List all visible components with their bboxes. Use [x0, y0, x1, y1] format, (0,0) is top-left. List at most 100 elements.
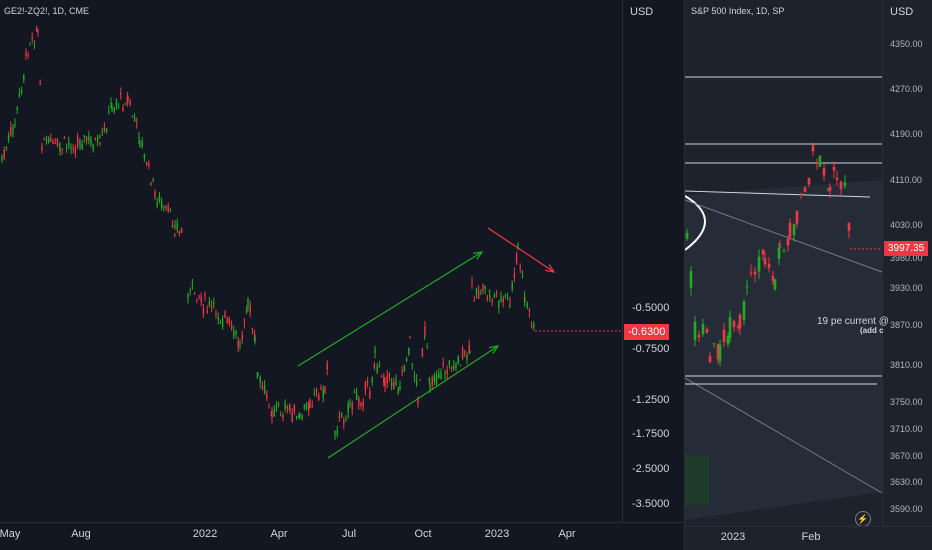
- left-candle: [61, 148, 63, 150]
- left-candle: [383, 377, 385, 384]
- left-candle: [92, 144, 94, 150]
- left-symbol-label[interactable]: GE2!-ZQ2!, 1D, CME: [4, 6, 90, 16]
- resistance-line: [685, 190, 871, 198]
- left-candle: [415, 379, 418, 385]
- left-candle: [506, 298, 509, 300]
- left-candle: [469, 351, 471, 353]
- left-candle: [528, 309, 531, 312]
- left-candle: [18, 93, 21, 97]
- left-candle: [96, 137, 99, 141]
- left-candle: [176, 223, 178, 230]
- left-candle: [484, 286, 486, 289]
- right-symbol-label[interactable]: S&P 500 Index, 1D, SP: [691, 6, 785, 16]
- right-y-tick: 3670.00: [890, 451, 923, 461]
- left-candle: [271, 410, 273, 418]
- left-candle: [369, 396, 371, 399]
- left-candle: [127, 96, 129, 101]
- left-candle: [489, 295, 491, 298]
- left-candle: [471, 282, 473, 284]
- right-candle: [689, 270, 693, 288]
- left-candle: [70, 146, 72, 149]
- right-y-tick: 3710.00: [890, 424, 923, 434]
- left-candle: [138, 136, 140, 139]
- left-candle: [413, 375, 416, 377]
- left-candle: [401, 371, 403, 373]
- right-candle: [757, 256, 761, 272]
- left-candle: [217, 317, 219, 320]
- left-candle: [275, 406, 278, 409]
- left-candle: [10, 127, 12, 137]
- left-candle: [322, 389, 324, 398]
- left-x-tick: 2023: [484, 528, 510, 540]
- right-candle: [701, 324, 705, 335]
- left-candle: [256, 376, 258, 378]
- left-candle: [411, 363, 413, 365]
- left-candle: [284, 403, 286, 409]
- left-candle: [224, 311, 226, 313]
- right-candle: [726, 336, 730, 345]
- left-candle: [393, 382, 395, 389]
- lower-channel-arrow: [327, 345, 499, 459]
- left-candle: [83, 135, 86, 138]
- left-candle: [399, 385, 401, 390]
- left-candle: [41, 146, 43, 151]
- right-candle: [693, 321, 697, 340]
- left-candle: [299, 413, 301, 417]
- pane-divider[interactable]: [684, 0, 685, 550]
- downtrend-arrow-head: [545, 264, 556, 273]
- right-candle: [716, 344, 720, 359]
- left-candle: [371, 377, 373, 383]
- left-candle: [433, 375, 436, 382]
- left-candle: [455, 363, 457, 369]
- left-candle: [480, 293, 482, 295]
- left-candle: [351, 402, 353, 410]
- right-candle: [839, 181, 843, 189]
- left-chart-pane[interactable]: GE2!-ZQ2!, 1D, CME USD -0.5000 -0.7500 -…: [0, 0, 684, 550]
- right-candle: [832, 166, 836, 171]
- left-candle: [204, 294, 206, 297]
- left-candle: [50, 138, 52, 142]
- right-candle: [803, 187, 807, 192]
- ellipse-drawing: [685, 195, 706, 251]
- left-candle: [530, 326, 533, 328]
- pe-note-text[interactable]: 19 pe current @: [817, 316, 889, 327]
- right-candle: [799, 193, 803, 196]
- right-chart-pane[interactable]: S&P 500 Index, 1D, SP USD 4350.00 4270.0…: [685, 0, 932, 550]
- left-candle: [282, 415, 284, 418]
- left-candle: [122, 107, 124, 112]
- left-candle: [303, 404, 306, 409]
- left-candle: [257, 373, 259, 375]
- left-candle: [239, 343, 241, 345]
- left-candle: [358, 397, 360, 406]
- left-chart-canvas[interactable]: [0, 0, 684, 550]
- left-candle: [131, 115, 134, 118]
- left-candle: [171, 224, 174, 228]
- right-candle: [811, 144, 815, 152]
- left-candle: [488, 290, 491, 292]
- left-candle: [160, 200, 163, 209]
- right-candle: [818, 155, 822, 167]
- left-candle: [99, 136, 101, 139]
- left-candle: [461, 348, 464, 358]
- left-candle: [65, 146, 68, 148]
- left-candle: [366, 381, 369, 383]
- right-candle: [795, 211, 799, 224]
- right-chart-canvas[interactable]: [685, 0, 932, 550]
- left-candle: [81, 143, 83, 150]
- left-candle: [243, 322, 246, 324]
- left-candle: [20, 90, 23, 93]
- left-candle: [289, 408, 291, 410]
- left-candle: [3, 149, 5, 158]
- left-candle: [63, 137, 66, 139]
- tradingview-logo-icon[interactable]: ⚡: [855, 511, 871, 527]
- left-candle: [120, 92, 122, 96]
- left-candle: [450, 366, 453, 369]
- right-candle: [777, 248, 781, 259]
- left-y-tick: -1.2500: [632, 394, 670, 406]
- left-candle: [268, 406, 270, 408]
- left-candle: [326, 363, 328, 370]
- left-candle: [27, 54, 29, 56]
- pe-note-subtext[interactable]: (add c: [860, 326, 884, 335]
- left-candle: [374, 349, 376, 354]
- left-candle: [85, 137, 88, 141]
